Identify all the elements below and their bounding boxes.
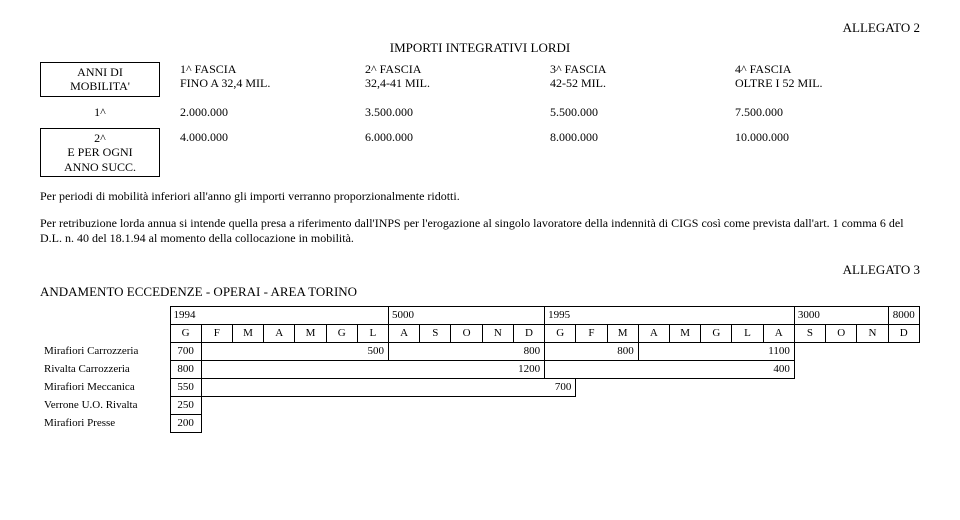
anni-mobilita-header: ANNI DI MOBILITA': [40, 62, 160, 97]
allegato-2-label: ALLEGATO 2: [40, 20, 920, 36]
paragraph-2: Per retribuzione lorda annua si intende …: [40, 216, 920, 246]
month-cell: M: [670, 324, 701, 342]
year-1994: 1994: [170, 306, 389, 324]
month-header-row: GFMAMGLASONDGFMAMGLASOND: [40, 324, 920, 342]
r2c2: 6.000.000: [365, 130, 550, 145]
fascia-3-header: 3^ FASCIA 42-52 MIL.: [550, 62, 735, 97]
gantt-start-val: 800: [170, 360, 201, 378]
r1c3: 5.500.000: [550, 105, 735, 120]
year-1994-val: 5000: [389, 306, 545, 324]
month-cell: A: [264, 324, 295, 342]
f4l2: OLTRE I 52 MIL.: [735, 76, 920, 90]
month-cell: S: [420, 324, 451, 342]
row2-label-box: 2^ E PER OGNI ANNO SUCC.: [40, 128, 160, 177]
month-cell: M: [607, 324, 638, 342]
gantt-row-label: Rivalta Carrozzeria: [40, 360, 170, 378]
gantt-start-val: 550: [170, 378, 201, 396]
row2-l1: 2^: [47, 131, 153, 145]
gantt-row: Mirafiori Presse200: [40, 414, 920, 432]
gantt-bar: 800: [545, 342, 639, 360]
fascia-2-header: 2^ FASCIA 32,4-41 MIL.: [365, 62, 550, 97]
gantt-start-val: 200: [170, 414, 201, 432]
allegato-3-label: ALLEGATO 3: [40, 262, 920, 278]
gantt-start-val: 250: [170, 396, 201, 414]
year-1995-val: 3000: [794, 306, 888, 324]
gantt-bar: 500: [201, 342, 388, 360]
f3l1: 3^ FASCIA: [550, 62, 735, 76]
month-cell: D: [888, 324, 919, 342]
gantt-row: Rivalta Carrozzeria8001200400: [40, 360, 920, 378]
year-header-row: 1994 5000 1995 3000 8000: [40, 306, 920, 324]
year-1995: 1995: [545, 306, 795, 324]
f2l1: 2^ FASCIA: [365, 62, 550, 76]
gantt-bar: 1100: [638, 342, 794, 360]
fascia-1-header: 1^ FASCIA FINO A 32,4 MIL.: [180, 62, 365, 97]
month-cell: A: [389, 324, 420, 342]
month-cell: F: [201, 324, 232, 342]
r1c1: 2.000.000: [180, 105, 365, 120]
gantt-bar: 1200: [201, 360, 544, 378]
month-cell: O: [826, 324, 857, 342]
gantt-row: Mirafiori Meccanica550700: [40, 378, 920, 396]
r1c4: 7.500.000: [735, 105, 920, 120]
header-l1: ANNI DI: [47, 65, 153, 79]
f3l2: 42-52 MIL.: [550, 76, 735, 90]
gantt-bar: 800: [389, 342, 545, 360]
month-cell: D: [513, 324, 544, 342]
month-cell: F: [576, 324, 607, 342]
row1-label: 1^: [40, 105, 160, 119]
month-cell: M: [295, 324, 326, 342]
month-cell: N: [857, 324, 888, 342]
r2c3: 8.000.000: [550, 130, 735, 145]
paragraph-1: Per periodi di mobilità inferiori all'an…: [40, 189, 920, 204]
gantt-row-label: Mirafiori Meccanica: [40, 378, 170, 396]
r2c4: 10.000.000: [735, 130, 920, 145]
gantt-bar: 400: [545, 360, 795, 378]
gantt-row-label: Verrone U.O. Rivalta: [40, 396, 170, 414]
row2-l2: E PER OGNI: [47, 145, 153, 159]
month-cell: O: [451, 324, 482, 342]
gantt-row: Verrone U.O. Rivalta250: [40, 396, 920, 414]
month-cell: M: [232, 324, 263, 342]
month-cell: L: [732, 324, 763, 342]
month-cell: L: [357, 324, 388, 342]
title-importi: IMPORTI INTEGRATIVI LORDI: [40, 40, 920, 56]
row-1: 1^ 2.000.000 3.500.000 5.500.000 7.500.0…: [40, 105, 920, 120]
row2-l3: ANNO SUCC.: [47, 160, 153, 174]
gantt-row-label: Mirafiori Carrozzeria: [40, 342, 170, 360]
r1c2: 3.500.000: [365, 105, 550, 120]
gantt-bar: 700: [201, 378, 576, 396]
month-cell: A: [638, 324, 669, 342]
title-andamento: ANDAMENTO ECCEDENZE - OPERAI - AREA TORI…: [40, 284, 920, 300]
month-cell: G: [326, 324, 357, 342]
month-cell: G: [545, 324, 576, 342]
f1l1: 1^ FASCIA: [180, 62, 365, 76]
r2c1: 4.000.000: [180, 130, 365, 145]
f2l2: 32,4-41 MIL.: [365, 76, 550, 90]
f1l2: FINO A 32,4 MIL.: [180, 76, 365, 90]
row-2: 2^ E PER OGNI ANNO SUCC. 4.000.000 6.000…: [40, 128, 920, 177]
gantt-row-label: Mirafiori Presse: [40, 414, 170, 432]
total-val: 8000: [888, 306, 919, 324]
month-cell: A: [763, 324, 794, 342]
fascia-header-row: ANNI DI MOBILITA' 1^ FASCIA FINO A 32,4 …: [40, 62, 920, 97]
month-cell: S: [794, 324, 825, 342]
month-cell: N: [482, 324, 513, 342]
gantt-table: 1994 5000 1995 3000 8000 GFMAMGLASONDGFM…: [40, 306, 920, 433]
month-cell: G: [170, 324, 201, 342]
header-l2: MOBILITA': [47, 79, 153, 93]
f4l1: 4^ FASCIA: [735, 62, 920, 76]
month-cell: G: [701, 324, 732, 342]
fascia-4-header: 4^ FASCIA OLTRE I 52 MIL.: [735, 62, 920, 97]
gantt-start-val: 700: [170, 342, 201, 360]
gantt-row: Mirafiori Carrozzeria7005008008001100: [40, 342, 920, 360]
